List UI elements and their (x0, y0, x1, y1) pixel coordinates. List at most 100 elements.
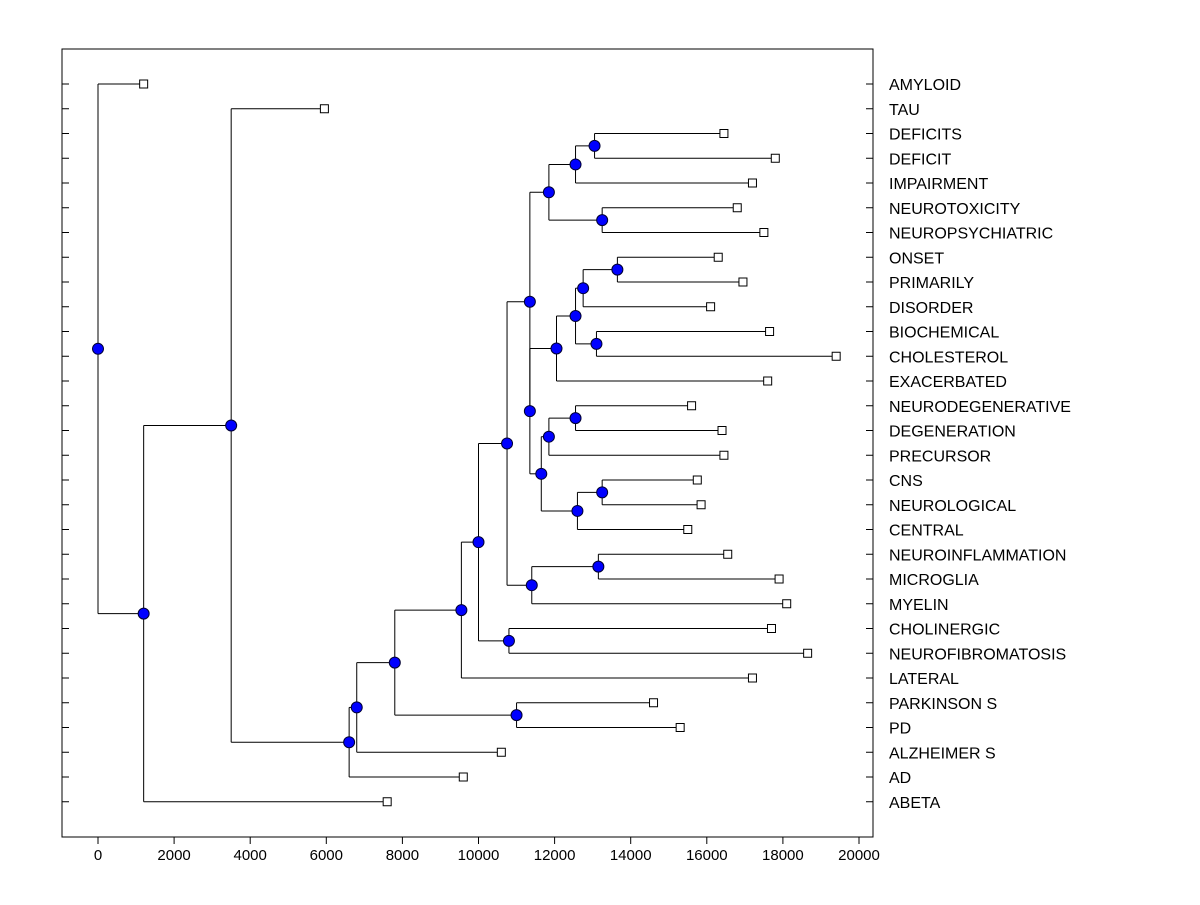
leaf-marker (719, 450, 729, 460)
merge-node (350, 701, 363, 714)
dendrogram-links (97, 83, 837, 803)
merge-node (525, 579, 538, 592)
leaf-marker (803, 648, 813, 658)
merge-node (550, 342, 563, 355)
leaf-marker (765, 327, 775, 336)
leaf-label: PRECURSOR (889, 448, 991, 465)
leaf-marker (831, 351, 841, 361)
merge-nodes (92, 139, 624, 749)
merge-node (571, 504, 584, 517)
leaf-marker (719, 129, 729, 138)
leaf-marker (687, 401, 697, 411)
leaf-label: MYELIN (889, 597, 949, 614)
leaf-label: PARKINSON S (889, 696, 997, 713)
leaf-label: NEUROPSYCHIATRIC (889, 226, 1053, 243)
leaf-label: TAU (889, 102, 920, 119)
leaf-label: NEUROLOGICAL (889, 498, 1016, 515)
merge-node (577, 282, 590, 295)
plot-frame (61, 48, 874, 838)
merge-node (588, 139, 601, 152)
leaf-label: ONSET (889, 250, 944, 267)
x-tick-label: 18000 (762, 847, 804, 864)
leaf-marker (713, 252, 723, 262)
merge-node (510, 709, 523, 722)
x-tick-label: 8000 (386, 847, 419, 864)
merge-node (343, 736, 356, 749)
leaf-label: MICROGLIA (889, 572, 979, 589)
x-tick-label: 16000 (686, 847, 728, 864)
leaf-marker (747, 673, 757, 683)
merge-node (523, 405, 536, 418)
leaf-marker (675, 723, 685, 732)
x-tick-label: 20000 (838, 847, 880, 864)
merge-node (592, 560, 605, 573)
x-tick-label: 4000 (234, 847, 267, 864)
leaf-label: AD (889, 770, 911, 787)
leaf-marker (738, 277, 748, 287)
leaf-marker (763, 376, 773, 386)
leaf-marker (732, 203, 742, 213)
merge-node (611, 263, 624, 276)
merge-node (388, 656, 401, 669)
leaf-label: ABETA (889, 795, 941, 812)
leaf-label: BIOCHEMICAL (889, 325, 999, 342)
merge-node (596, 214, 609, 227)
leaf-label: DISORDER (889, 300, 973, 317)
leaf-marker (696, 500, 706, 510)
merge-node (590, 337, 603, 350)
leaf-label: PD (889, 721, 911, 738)
merge-node (542, 430, 555, 443)
x-axis: 0 2000 4000 6000 8000 10000 12000 14000 16000 180… (94, 837, 880, 864)
leaf-label: NEUROTOXICITY (889, 201, 1021, 218)
leaf-marker (770, 153, 780, 163)
merge-node (137, 607, 150, 620)
merge-node (542, 186, 555, 199)
merge-node (455, 604, 468, 617)
leaf-marker (692, 475, 702, 485)
leaf-marker (766, 624, 776, 633)
x-tick-label: 6000 (310, 847, 343, 864)
leaf-marker (683, 525, 693, 534)
merge-node (472, 536, 485, 549)
leaf-label: IMPAIRMENT (889, 176, 988, 193)
leaf-label: CHOLESTEROL (889, 349, 1008, 366)
x-tick-label: 0 (94, 847, 102, 864)
merge-node (569, 412, 582, 425)
leaf-marker (723, 549, 733, 559)
leaf-label: DEGENERATION (889, 424, 1016, 441)
leaf-label: EXACERBATED (889, 374, 1007, 391)
leaf-marker (649, 698, 659, 708)
leaf-marker (496, 747, 506, 757)
leaf-label: NEURODEGENERATIVE (889, 399, 1071, 416)
leaf-label: NEUROFIBROMATOSIS (889, 646, 1066, 663)
leaf-label: CHOLINERGIC (889, 622, 1000, 639)
leaf-label: PRIMARILY (889, 275, 974, 292)
leaf-marker (139, 79, 149, 89)
merge-node (569, 310, 582, 323)
leaf-marker (706, 302, 716, 312)
leaf-label: CNS (889, 473, 923, 490)
leaf-marker (382, 797, 392, 807)
leaf-label: DEFICITS (889, 127, 962, 144)
leaf-marker (458, 772, 468, 782)
leaf-marker (759, 228, 769, 237)
merge-node (569, 158, 582, 171)
leaf-marker (774, 574, 784, 584)
leaf-label: AMYLOID (889, 77, 961, 94)
leaf-label: CENTRAL (889, 523, 964, 540)
merge-node (596, 486, 609, 499)
merge-node (92, 342, 104, 355)
merge-node (225, 419, 238, 432)
x-tick-label: 10000 (458, 847, 500, 864)
merge-node (501, 437, 514, 450)
merge-node (523, 295, 536, 308)
leaf-markers (139, 79, 841, 807)
x-tick-label: 12000 (534, 847, 576, 864)
x-tick-label: 2000 (157, 847, 190, 864)
leaf-marker (747, 178, 757, 188)
y-tick-marks (62, 83, 873, 803)
merge-node (502, 634, 515, 647)
leaf-label: NEUROINFLAMMATION (889, 547, 1066, 564)
